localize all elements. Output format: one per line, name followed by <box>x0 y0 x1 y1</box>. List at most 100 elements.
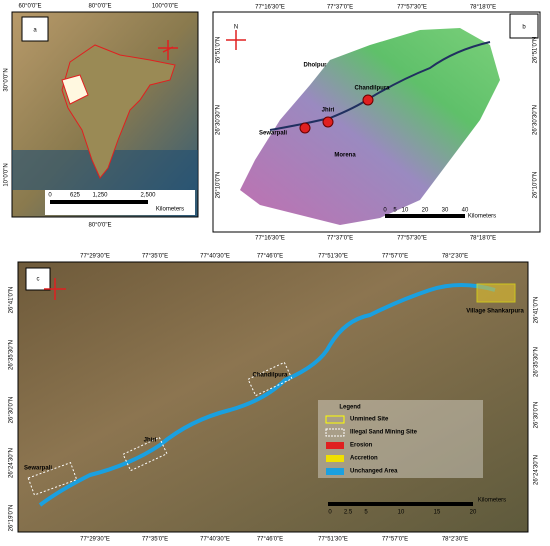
lon-label: 60°0'0"E <box>18 4 41 10</box>
lon-label: 78°2'30"E <box>442 254 468 260</box>
lat-label: 26°10'0"N <box>533 172 539 199</box>
lon-label: 77°40'30"E <box>200 537 230 543</box>
place-label: Morena <box>334 153 356 159</box>
lon-label: 77°51'30"E <box>318 537 348 543</box>
lat-label: 26°30'0"N <box>9 397 15 424</box>
lat-label: 26°35'30"N <box>534 347 540 377</box>
lat-label: 26°30'30"N <box>533 105 539 135</box>
legend-swatch <box>325 415 345 424</box>
lon-label: 77°35'0"E <box>142 537 168 543</box>
river <box>38 283 496 507</box>
unmined-site <box>476 283 516 303</box>
mining-site <box>247 361 293 397</box>
lat-label: 26°51'0"N <box>216 37 222 64</box>
legend-title: Legend <box>339 405 361 411</box>
mining-site <box>27 462 78 496</box>
lon-label: 80°0'0"E <box>88 4 111 10</box>
legend-label: Unmined Site <box>350 417 389 423</box>
scale-tick: 20 <box>422 208 429 214</box>
lon-label: 77°35'0"E <box>142 254 168 260</box>
scale-tick: 0 <box>383 208 387 214</box>
legend-swatch <box>326 455 344 462</box>
india-outline <box>61 44 176 179</box>
scale-tick: 2.5 <box>344 510 353 516</box>
lon-label: 77°37'0"E <box>327 236 353 242</box>
legend-label: Erosion <box>350 443 373 449</box>
scale-tick: 0 <box>48 193 52 199</box>
place-label: Village Shankarpura <box>466 309 524 315</box>
panel-c-frame <box>17 261 529 533</box>
lat-label: 26°30'0"N <box>534 402 540 429</box>
panel-label: c <box>37 277 40 283</box>
scale-tick: 5 <box>393 208 397 214</box>
lon-label: 77°57'30"E <box>397 236 427 242</box>
place-label: Dholpur <box>304 63 328 69</box>
lon-label: 77°57'0"E <box>382 537 408 543</box>
lon-label: 77°37'0"E <box>327 5 353 11</box>
scale-unit: Kilometers <box>468 214 496 220</box>
lat-label: 26°30'30"N <box>216 105 222 135</box>
lon-label: 77°16'30"E <box>255 5 285 11</box>
scale-bar <box>328 502 473 506</box>
panel-a <box>11 11 199 218</box>
district-shape <box>240 28 500 225</box>
lat-label: 26°41'0"N <box>534 297 540 324</box>
panel-label: a <box>33 28 37 34</box>
label-box <box>21 16 49 42</box>
label-box <box>25 267 51 291</box>
place-label: Sewarpali <box>24 466 52 472</box>
lon-label: 78°2'30"E <box>442 537 468 543</box>
scale-bar <box>50 200 148 204</box>
lat-label: 26°41'0"N <box>9 287 15 314</box>
lat-label: 26°24'30"N <box>9 448 15 478</box>
lat-label: 26°24'30"N <box>534 455 540 485</box>
lon-label: 77°29'30"E <box>80 537 110 543</box>
lon-label: 77°40'30"E <box>200 254 230 260</box>
place-label: Chandilpura <box>354 86 390 92</box>
lon-label: 77°46'0"E <box>257 537 283 543</box>
mining-site <box>122 436 168 472</box>
north-arrow <box>226 30 246 50</box>
scale-unit: Kilometers <box>478 498 506 504</box>
scale-tick: 5 <box>364 510 368 516</box>
place-label: Sewarpali <box>259 131 287 137</box>
label-box <box>509 13 539 39</box>
north-arrow <box>44 278 66 300</box>
panel-label: b <box>522 25 526 31</box>
legend-box <box>318 400 483 478</box>
panel-b <box>212 11 541 233</box>
legend-label: Accretion <box>350 456 378 462</box>
legend-label: Unchanged Area <box>350 469 398 475</box>
site-marker <box>322 116 334 128</box>
legend-swatch <box>326 442 344 449</box>
lon-label: 80°0'0"E <box>88 223 111 229</box>
place-label: Chandilpura <box>252 373 288 379</box>
lon-label: 78°18'0"E <box>470 5 496 11</box>
lat-label: 26°19'0"N <box>9 505 15 532</box>
lat-label: 10°0'0"N <box>4 163 10 186</box>
lon-label: 77°57'30"E <box>397 5 427 11</box>
north-label: N <box>234 25 238 31</box>
lat-label: 30°0'0"N <box>4 68 10 91</box>
scale-tick: 40 <box>462 208 469 214</box>
lat-label: 26°51'0"N <box>533 37 539 64</box>
lon-label: 77°51'30"E <box>318 254 348 260</box>
lon-label: 77°29'30"E <box>80 254 110 260</box>
scale-tick: 10 <box>398 510 405 516</box>
scale-tick: 625 <box>70 193 81 199</box>
lon-label: 100°0'0"E <box>152 4 178 10</box>
legend-swatch <box>326 468 344 475</box>
scale-tick: 30 <box>442 208 449 214</box>
lon-label: 77°46'0"E <box>257 254 283 260</box>
highlight-state <box>61 74 89 105</box>
scale-tick: 10 <box>402 208 409 214</box>
place-label: Jhiri <box>144 438 157 444</box>
scale-tick: 20 <box>470 510 477 516</box>
lat-label: 26°35'30"N <box>9 340 15 370</box>
lon-label: 77°57'0"E <box>382 254 408 260</box>
scale-tick: 1,250 <box>92 193 108 199</box>
scale-tick: 2,500 <box>140 193 156 199</box>
scale-tick: 0 <box>328 510 332 516</box>
legend-label: Illegal Sand Mining Site <box>350 430 418 436</box>
legend-swatch <box>325 428 345 437</box>
